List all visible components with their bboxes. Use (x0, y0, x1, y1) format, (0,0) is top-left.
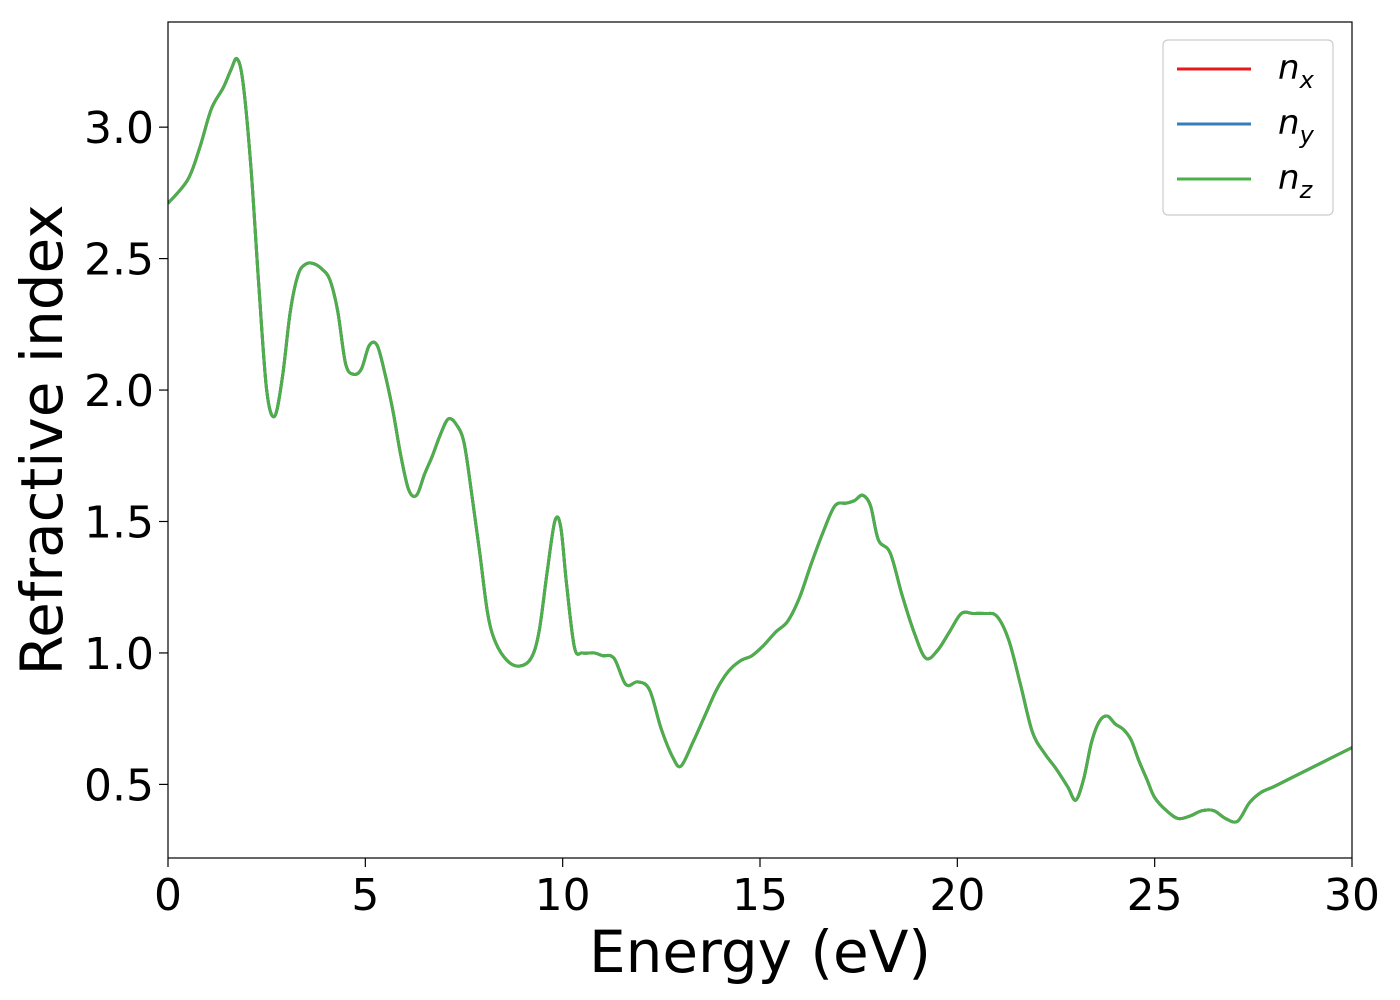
x-axis: 0 5 10 15 20 25 30 (154, 858, 1380, 921)
legend-box (1162, 39, 1334, 216)
legend-label-nz: nz (1278, 158, 1314, 204)
y-tick-label: 2.0 (84, 366, 154, 417)
y-axis-title: Refractive index (8, 204, 76, 675)
x-axis-title: Energy (eV) (589, 918, 931, 986)
y-tick-label: 1.0 (84, 629, 154, 680)
x-tick-label: 15 (732, 870, 788, 921)
legend-label-nx: nx (1278, 48, 1315, 94)
x-tick-label: 25 (1127, 870, 1183, 921)
y-tick-label: 0.5 (84, 760, 154, 811)
y-tick-label: 1.5 (84, 497, 154, 548)
legend-label-base: n (1278, 103, 1300, 143)
series-layer (168, 56, 1352, 824)
legend-label-subscript: y (1299, 121, 1315, 149)
legend-label-subscript: z (1299, 176, 1314, 204)
x-tick-label: 0 (154, 870, 182, 921)
legend-label-base: n (1278, 48, 1300, 88)
legend-label-base: n (1278, 158, 1300, 198)
y-tick-label: 3.0 (84, 103, 154, 154)
x-tick-label: 5 (351, 870, 379, 921)
y-tick-label: 2.5 (84, 235, 154, 286)
legend-label-ny: ny (1278, 103, 1315, 149)
y-axis: 0.5 1.0 1.5 2.0 2.5 3.0 (84, 103, 168, 811)
x-tick-label: 30 (1324, 870, 1380, 921)
series-line-nz (168, 56, 1352, 824)
x-tick-label: 20 (929, 870, 985, 921)
legend-label-subscript: x (1299, 66, 1315, 94)
x-tick-label: 10 (535, 870, 591, 921)
